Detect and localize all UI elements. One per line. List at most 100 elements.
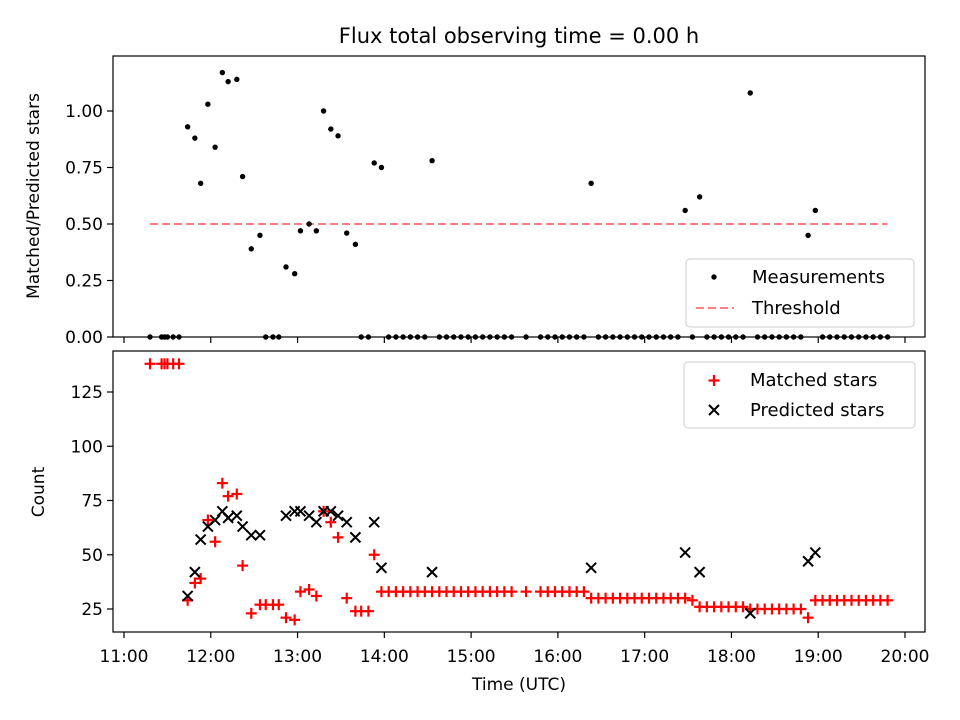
predicted-star-point: [809, 546, 822, 559]
predicted-star-point: [368, 516, 380, 528]
measurement-point: [812, 207, 819, 214]
matched-star-point: [368, 549, 380, 561]
measurement-point: [696, 194, 703, 200]
matched-star-point: [216, 477, 228, 489]
count-x-axis: 11:00 12:00 13:00 14:00 15:00 16:00 17:00 18:00…: [100, 632, 930, 667]
legend-label-threshold: Threshold: [751, 298, 841, 319]
count-y-tick-label: 100: [71, 437, 103, 457]
matched-star-point: [303, 583, 315, 595]
count-y-axis-label: Count: [29, 466, 49, 517]
x-tick-label: 17:00: [620, 647, 669, 667]
x-tick-label: 19:00: [794, 647, 843, 667]
measurement-point: [352, 241, 359, 248]
measurement-point: [588, 180, 594, 187]
ratio-y-axis: 0.00 0.25 0.50 0.75 1.00: [65, 102, 113, 348]
matched-star-point: [273, 599, 285, 611]
predicted-star-point: [744, 607, 756, 620]
matched-star-point: [245, 607, 257, 619]
ratio-y-axis-label: Matched/Predicted stars: [24, 93, 44, 299]
ratio-y-tick-label: 0.75: [65, 159, 103, 179]
ratio-y-tick-label: 1.00: [65, 102, 103, 122]
predicted-star-point: [332, 509, 344, 522]
count-y-tick-label: 75: [81, 492, 103, 512]
predicted-star-point: [375, 562, 388, 574]
x-tick-label: 18:00: [707, 647, 756, 667]
matched-star-point: [289, 614, 301, 626]
count-y-axis: 25 50 75 100 125: [71, 383, 113, 620]
matched-star-point: [173, 358, 185, 370]
matched-star-point: [294, 586, 306, 598]
ratio-y-tick-label: 0.50: [65, 215, 103, 235]
measurement-point: [283, 264, 289, 270]
x-tick-label: 14:00: [360, 647, 409, 667]
measurement-point: [291, 271, 298, 277]
measurement-point: [306, 221, 312, 227]
measurement-point: [219, 69, 226, 76]
measurement-point: [344, 230, 350, 236]
matched-star-point: [144, 358, 156, 370]
matched-star-point: [195, 573, 207, 585]
count-plot-frame: [112, 350, 926, 633]
measurement-point: [429, 158, 435, 164]
x-tick-label: 13:00: [273, 647, 322, 667]
matched-star-point: [802, 612, 814, 624]
matched-star-point: [341, 592, 353, 604]
legend-frame: [685, 258, 915, 328]
legend-label-matched: Matched stars: [750, 370, 877, 391]
x-axis-label: Time (UTC): [471, 675, 566, 695]
predicted-star-point: [349, 531, 362, 544]
x-tick-label: 12:00: [186, 647, 235, 667]
matched-star-point: [578, 586, 590, 598]
measurement-point: [320, 108, 327, 114]
predicted-star-point: [254, 529, 266, 541]
matched-star-point: [237, 560, 249, 572]
matched-star-point: [520, 586, 532, 598]
predicted-star-point: [802, 555, 814, 567]
x-tick-label: 11:00: [100, 647, 149, 667]
measurement-point: [747, 90, 753, 96]
measurement-point: [192, 135, 198, 141]
predicted-star-point: [194, 533, 207, 546]
matched-star-point: [332, 531, 344, 543]
x-tick-label: 16:00: [533, 647, 582, 667]
measurement-point: [248, 246, 254, 252]
predicted-star-point: [280, 509, 292, 522]
ratio-panel: 0.00 0.25 0.50 0.75 1.00 Matched/Predicted s…: [24, 55, 926, 348]
matched-star-point: [310, 590, 322, 602]
matched-star-point: [882, 594, 894, 606]
matched-star-point: [737, 601, 749, 613]
measurement-point: [212, 144, 218, 150]
matched-star-point: [189, 577, 201, 589]
predicted-star-point: [189, 566, 201, 578]
matched-star-point: [362, 605, 374, 617]
ratio-legend: Measurements Threshold: [685, 258, 915, 328]
predicted-star-point: [231, 509, 243, 522]
x-tick-label: 15:00: [447, 647, 496, 667]
measurement-point: [297, 228, 304, 234]
measurement-point: [682, 207, 688, 214]
measurement-point: [205, 101, 211, 107]
measurement-point: [335, 133, 341, 139]
count-series: [144, 358, 894, 626]
ratio-y-tick-label: 0.00: [65, 328, 103, 348]
legend-marker-measurements: [711, 274, 717, 280]
x-tick-label: 20:00: [881, 647, 930, 667]
matched-star-point: [209, 536, 221, 548]
measurement-point: [239, 173, 246, 180]
measurement-point: [328, 126, 334, 132]
predicted-star-point: [222, 512, 234, 524]
measurement-point: [234, 76, 240, 83]
predicted-star-point: [585, 562, 597, 574]
matched-star-point: [325, 516, 337, 528]
count-y-tick-label: 25: [81, 600, 103, 620]
predicted-star-point: [426, 566, 438, 578]
matched-star-point: [506, 586, 518, 598]
ratio-x-ticks: [123, 337, 906, 343]
count-y-tick-label: 125: [71, 383, 103, 403]
ratio-plot-frame: [112, 55, 926, 338]
legend-label-predicted: Predicted stars: [750, 400, 884, 421]
count-panel: 25 50 75 100 125 11:00 12:00 13:00 14:00 15:00 16…: [29, 350, 930, 695]
legend-marker-predicted: [708, 404, 720, 416]
measurement-point: [371, 160, 377, 166]
